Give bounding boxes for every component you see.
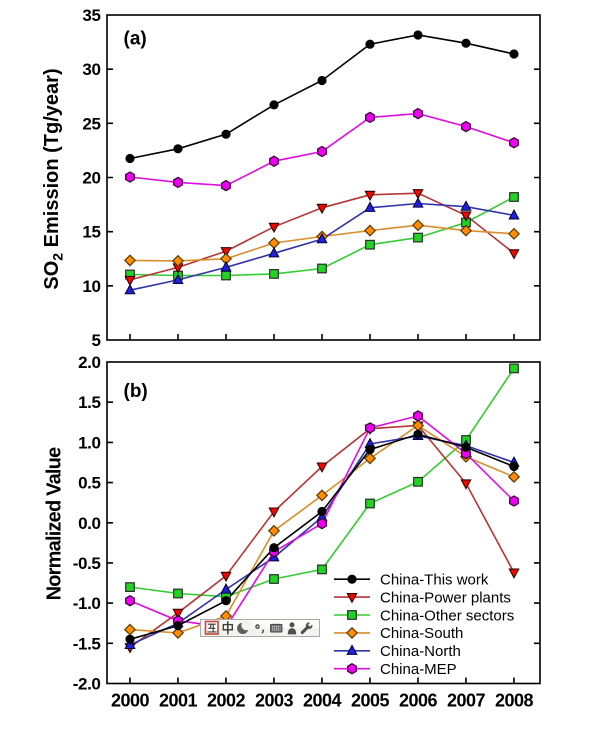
svg-text:0.5: 0.5 (78, 474, 100, 493)
svg-text:1.0: 1.0 (78, 433, 100, 452)
svg-text:15: 15 (82, 223, 100, 242)
svg-text:Normalized Value: Normalized Value (44, 447, 66, 600)
svg-text:2002: 2002 (207, 691, 246, 711)
svg-text:2.0: 2.0 (78, 353, 100, 372)
svg-text:1.5: 1.5 (78, 393, 100, 412)
svg-text:China-Power plants: China-Power plants (380, 589, 511, 606)
svg-text:35: 35 (82, 6, 100, 25)
svg-text:2005: 2005 (351, 691, 390, 711)
svg-text:2001: 2001 (159, 691, 198, 711)
svg-text:-1.0: -1.0 (73, 594, 101, 613)
svg-text:(b): (b) (124, 381, 148, 402)
svg-text:2008: 2008 (495, 691, 534, 711)
svg-text:25: 25 (82, 114, 100, 133)
svg-text:20: 20 (82, 169, 100, 188)
svg-text:China-This work: China-This work (380, 572, 489, 589)
svg-text:2006: 2006 (399, 691, 438, 711)
svg-text:10: 10 (82, 277, 100, 296)
svg-text:SO2 Emission (Tg/year): SO2 Emission (Tg/year) (41, 68, 66, 289)
svg-text:0.0: 0.0 (78, 514, 100, 533)
svg-text:-2.0: -2.0 (73, 675, 101, 694)
svg-text:2003: 2003 (255, 691, 294, 711)
svg-text:-0.5: -0.5 (73, 554, 101, 573)
svg-text:5: 5 (91, 331, 100, 350)
svg-text:China-Other sectors: China-Other sectors (380, 607, 514, 624)
svg-text:2000: 2000 (111, 691, 150, 711)
svg-text:2007: 2007 (447, 691, 486, 711)
svg-text:30: 30 (82, 60, 100, 79)
svg-text:2004: 2004 (303, 691, 342, 711)
svg-text:(a): (a) (124, 29, 147, 50)
svg-text:China-MEP: China-MEP (380, 661, 457, 678)
svg-text:China-South: China-South (380, 625, 463, 642)
svg-text:China-North: China-North (380, 643, 461, 660)
svg-text:-1.5: -1.5 (73, 634, 101, 653)
